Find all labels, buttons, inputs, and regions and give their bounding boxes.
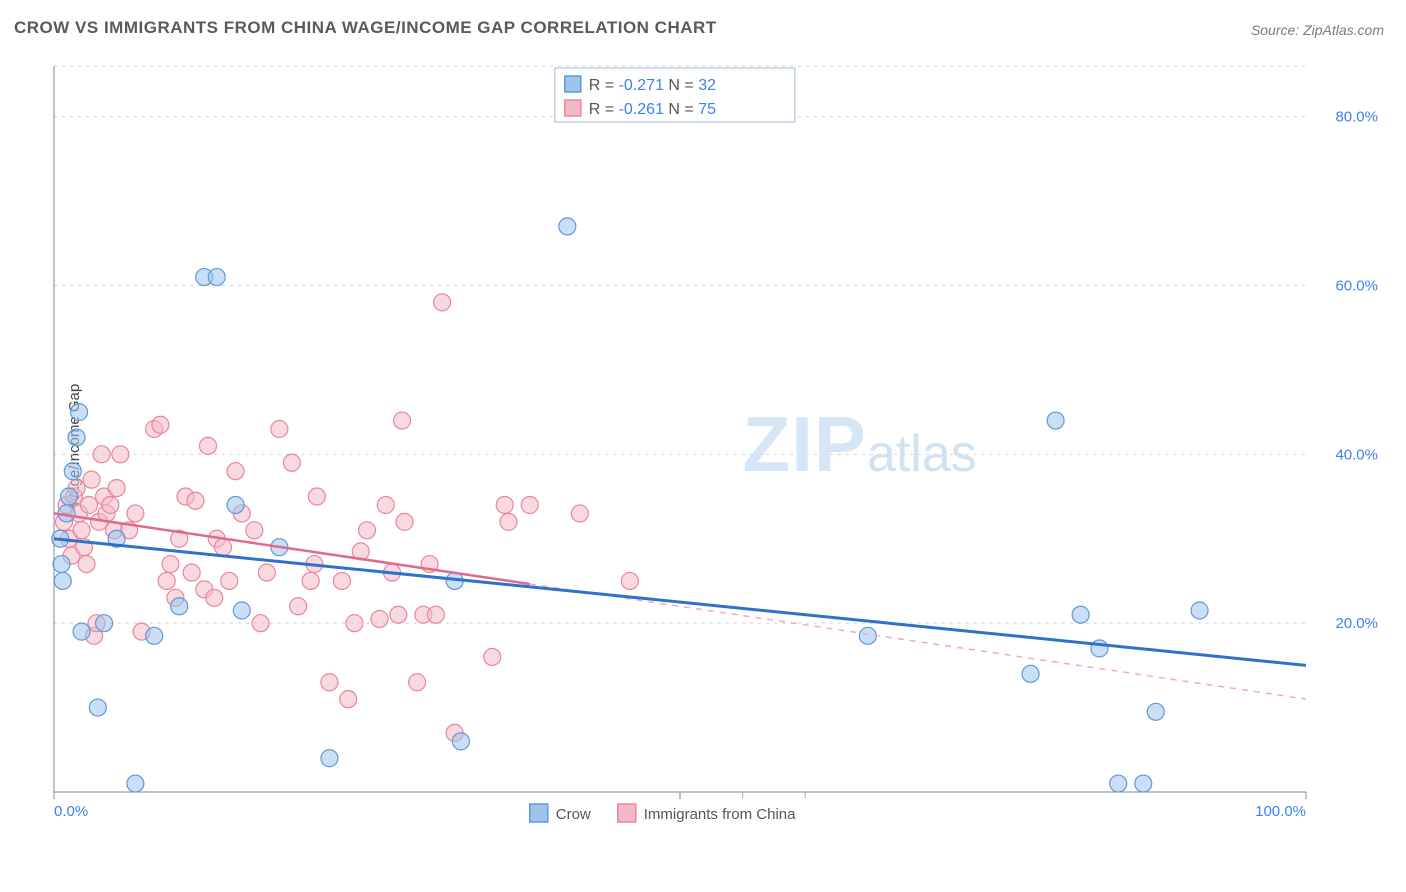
data-point (452, 733, 469, 750)
data-point (187, 492, 204, 509)
data-point (158, 572, 175, 589)
data-point (359, 522, 376, 539)
data-point (1022, 665, 1039, 682)
data-point (162, 556, 179, 573)
legend-swatch (565, 76, 581, 92)
data-point (208, 269, 225, 286)
data-point (227, 496, 244, 513)
data-point (571, 505, 588, 522)
source-name: ZipAtlas.com (1303, 22, 1384, 38)
data-point (127, 775, 144, 792)
data-point (54, 572, 71, 589)
data-point (333, 572, 350, 589)
data-point (346, 615, 363, 632)
data-point (112, 446, 129, 463)
y-tick-label: 60.0% (1335, 277, 1378, 294)
data-point (1147, 703, 1164, 720)
data-point (409, 674, 426, 691)
data-point (221, 572, 238, 589)
chart-title: CROW VS IMMIGRANTS FROM CHINA WAGE/INCOM… (14, 18, 717, 38)
data-point (108, 480, 125, 497)
data-point (484, 648, 501, 665)
data-point (621, 572, 638, 589)
data-point (71, 404, 88, 421)
data-point (1047, 412, 1064, 429)
data-point (73, 623, 90, 640)
data-point (102, 496, 119, 513)
data-point (496, 496, 513, 513)
data-point (81, 496, 98, 513)
data-point (246, 522, 263, 539)
legend-label: Immigrants from China (644, 806, 796, 823)
data-point (521, 496, 538, 513)
data-point (152, 416, 169, 433)
data-point (290, 598, 307, 615)
data-point (199, 437, 216, 454)
data-point (96, 615, 113, 632)
data-point (127, 505, 144, 522)
data-point (1110, 775, 1127, 792)
legend-swatch (618, 804, 636, 822)
x-tick-label: 0.0% (54, 803, 88, 820)
source-prefix: Source: (1251, 22, 1303, 38)
data-point (53, 556, 70, 573)
data-point (227, 463, 244, 480)
data-point (283, 454, 300, 471)
source-label: Source: ZipAtlas.com (1251, 22, 1384, 38)
data-point (215, 539, 232, 556)
data-point (1072, 606, 1089, 623)
data-point (258, 564, 275, 581)
y-tick-label: 80.0% (1335, 109, 1378, 126)
data-point (1135, 775, 1152, 792)
data-point (396, 513, 413, 530)
data-point (340, 691, 357, 708)
data-point (78, 556, 95, 573)
data-point (271, 421, 288, 438)
watermark: ZIPatlas (743, 400, 977, 488)
trend-line (54, 513, 530, 584)
data-point (308, 488, 325, 505)
data-point (377, 496, 394, 513)
data-point (371, 610, 388, 627)
data-point (302, 572, 319, 589)
legend-swatch (530, 804, 548, 822)
data-point (394, 412, 411, 429)
corr-text: R = -0.271 N = 32 (589, 77, 716, 94)
data-point (321, 750, 338, 767)
scatter-plot: ZIPatlas 20.0% 40.0% 60.0% 80.0% 0.0% 100.0% R … (48, 56, 1388, 826)
data-point (146, 627, 163, 644)
legend-label: Crow (556, 806, 591, 823)
x-tick-label: 100.0% (1255, 803, 1306, 820)
data-point (434, 294, 451, 311)
data-point (171, 598, 188, 615)
corr-text: R = -0.261 N = 75 (589, 101, 716, 118)
data-point (390, 606, 407, 623)
data-point (73, 522, 90, 539)
data-point (93, 446, 110, 463)
data-point (1191, 602, 1208, 619)
data-point (64, 463, 81, 480)
trend-line (530, 584, 1306, 699)
data-point (252, 615, 269, 632)
data-point (61, 488, 78, 505)
data-point (89, 699, 106, 716)
data-point (859, 627, 876, 644)
data-point (68, 429, 85, 446)
data-point (500, 513, 517, 530)
y-tick-label: 20.0% (1335, 615, 1378, 632)
data-point (233, 602, 250, 619)
data-point (206, 589, 223, 606)
y-tick-label: 40.0% (1335, 446, 1378, 463)
series-legend: Crow Immigrants from China (530, 804, 796, 823)
data-point (559, 218, 576, 235)
data-point (321, 674, 338, 691)
data-point (427, 606, 444, 623)
data-point (83, 471, 100, 488)
data-point (183, 564, 200, 581)
plot-svg: ZIPatlas 20.0% 40.0% 60.0% 80.0% 0.0% 100.0% R … (48, 56, 1388, 826)
legend-swatch (565, 100, 581, 116)
